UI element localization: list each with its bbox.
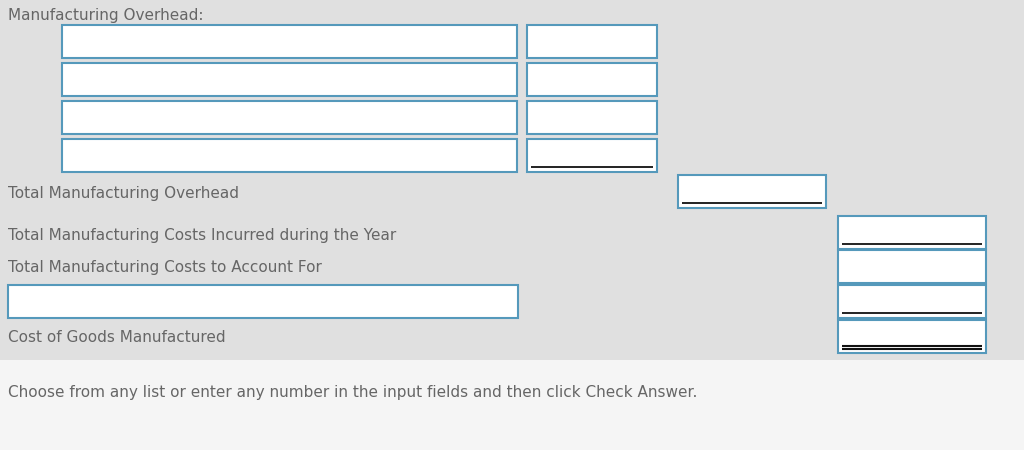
Text: Total Manufacturing Costs to Account For: Total Manufacturing Costs to Account For [8, 260, 322, 275]
Text: Manufacturing Overhead:: Manufacturing Overhead: [8, 8, 204, 23]
Bar [527, 101, 657, 134]
Bar [0, 0, 1024, 360]
Text: Total Manufacturing Overhead: Total Manufacturing Overhead [8, 186, 239, 201]
Bar [8, 285, 518, 318]
Text: Total Manufacturing Costs Incurred during the Year: Total Manufacturing Costs Incurred durin… [8, 228, 396, 243]
Bar [838, 250, 986, 283]
Bar [838, 285, 986, 318]
Bar [62, 139, 517, 172]
Bar [527, 25, 657, 58]
Text: Cost of Goods Manufactured: Cost of Goods Manufactured [8, 330, 225, 345]
Bar [838, 216, 986, 249]
Bar [678, 175, 826, 208]
Text: Choose from any list or enter any number in the input fields and then click Chec: Choose from any list or enter any number… [8, 385, 697, 400]
Bar [527, 139, 657, 172]
Bar [527, 63, 657, 96]
Bar [838, 320, 986, 353]
Bar [62, 101, 517, 134]
Bar [62, 25, 517, 58]
Bar [62, 63, 517, 96]
